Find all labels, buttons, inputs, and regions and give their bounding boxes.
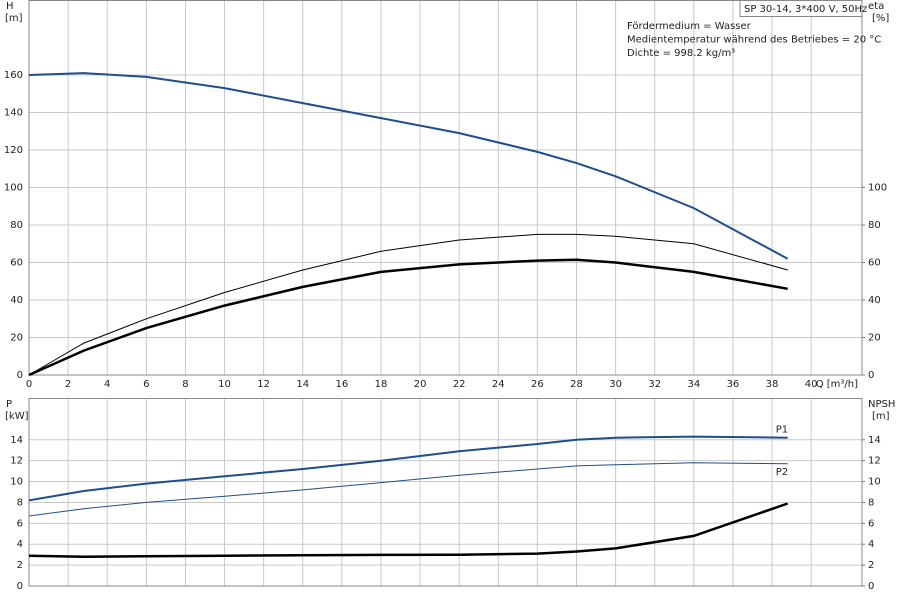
y2-tick-label: 8 <box>868 497 874 508</box>
y-tick-label: 100 <box>4 183 23 194</box>
x-tick-label: 12 <box>257 379 270 390</box>
x-tick-label: 36 <box>727 379 740 390</box>
plot-frame <box>28 398 863 587</box>
x-tick-label: 30 <box>609 379 622 390</box>
x-tick-label: 18 <box>375 379 388 390</box>
y2-tick-label: 4 <box>868 539 874 550</box>
y2-axis-label: NPSH <box>868 399 895 410</box>
y-tick-label: 80 <box>10 220 23 231</box>
y-tick-label: 40 <box>10 295 23 306</box>
annotation: Medientemperatur während des Betriebes =… <box>627 35 881 46</box>
y2-tick-label: 6 <box>868 518 874 529</box>
series-label: P2 <box>776 467 788 478</box>
x-tick-label: 32 <box>648 379 661 390</box>
y-axis-label: P <box>6 399 12 410</box>
x-tick-label: 26 <box>531 379 544 390</box>
y2-tick-label: 80 <box>868 220 881 231</box>
series-line <box>28 258 788 377</box>
annotation: Dichte = 998.2 kg/m³ <box>627 48 735 59</box>
y-tick-label: 140 <box>4 108 23 119</box>
series-line <box>28 435 788 502</box>
y2-tick-label: 14 <box>868 435 881 446</box>
y2-tick-label: 40 <box>868 295 881 306</box>
y-tick-label: 20 <box>10 333 23 344</box>
y-tick-label: 8 <box>17 497 23 508</box>
y2-tick-label: 20 <box>868 333 881 344</box>
y2-tick-label: 60 <box>868 258 881 269</box>
y-tick-label: 12 <box>10 456 23 467</box>
plot-frame <box>28 0 863 376</box>
x-axis-label: Q [m³/h] <box>816 379 858 390</box>
series-label: P1 <box>776 425 788 436</box>
x-tick-label: 24 <box>492 379 505 390</box>
title-box <box>739 0 863 17</box>
x-tick-label: 4 <box>104 379 110 390</box>
x-tick-label: 16 <box>335 379 348 390</box>
y2-tick-label: 100 <box>868 183 887 194</box>
series-line <box>28 502 789 559</box>
y-axis-unit: [m] <box>5 13 23 24</box>
x-tick-label: 38 <box>766 379 779 390</box>
y-tick-label: 120 <box>4 145 23 156</box>
y2-tick-label: 12 <box>868 456 881 467</box>
y-tick-label: 10 <box>10 477 23 488</box>
x-tick-label: 0 <box>26 379 32 390</box>
series-line <box>28 72 789 260</box>
x-tick-label: 6 <box>143 379 149 390</box>
y-tick-label: 6 <box>17 518 23 529</box>
y-tick-label: 4 <box>17 539 23 550</box>
x-tick-label: 22 <box>453 379 466 390</box>
x-tick-label: 14 <box>296 379 309 390</box>
y-tick-label: 0 <box>17 370 23 381</box>
x-tick-label: 8 <box>182 379 188 390</box>
x-tick-label: 34 <box>687 379 700 390</box>
y-tick-label: 14 <box>10 435 23 446</box>
y2-tick-label: 0 <box>868 581 874 592</box>
y-axis-unit: [kW] <box>5 411 29 422</box>
chart-title: SP 30-14, 3*400 V, 50Hz <box>744 4 867 15</box>
y2-tick-label: 0 <box>868 370 874 381</box>
x-tick-label: 2 <box>65 379 71 390</box>
y2-axis-label: eta <box>868 1 884 12</box>
y2-axis-unit: [m] <box>872 411 890 422</box>
y-axis-label: H <box>6 1 14 12</box>
y2-axis-unit: [%] <box>872 13 889 24</box>
y-tick-label: 2 <box>17 560 23 571</box>
x-tick-label: 40 <box>805 379 818 390</box>
plot-area <box>29 398 862 586</box>
y-tick-label: 60 <box>10 258 23 269</box>
series-line <box>28 233 788 376</box>
x-tick-label: 28 <box>570 379 583 390</box>
x-tick-label: 20 <box>414 379 427 390</box>
y2-tick-label: 10 <box>868 477 881 488</box>
x-tick-label: 10 <box>218 379 231 390</box>
annotation: Fördermedium = Wasser <box>627 21 752 32</box>
series-line <box>28 462 788 517</box>
y2-tick-label: 2 <box>868 560 874 571</box>
y-tick-label: 0 <box>17 581 23 592</box>
y-tick-label: 160 <box>4 70 23 81</box>
